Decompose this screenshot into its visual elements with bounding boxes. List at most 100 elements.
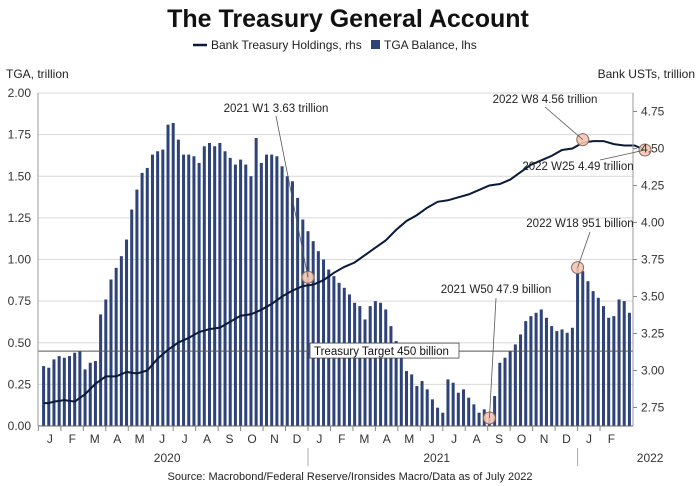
tga-bar: [254, 137, 258, 426]
month-label: M: [90, 432, 100, 446]
tga-bar: [213, 146, 217, 426]
source-note: Source: Macrobond/Federal Reserve/Ironsi…: [167, 471, 532, 483]
tga-bar: [228, 157, 232, 426]
tga-bar: [420, 381, 424, 426]
tga-bar: [425, 389, 429, 426]
legend: Bank Treasury Holdings, rhs TGA Balance,…: [193, 38, 477, 52]
left-axis-ticks: 0.00 0.25 0.50 0.75 1.00 1.25 1.50 1.75 2.00: [8, 86, 32, 433]
tga-bar: [612, 316, 616, 426]
tga-bar: [161, 149, 165, 427]
tga-bar: [363, 319, 367, 426]
tga-bar: [239, 159, 243, 426]
target-label: Treasury Target 450 billion: [314, 346, 449, 358]
tga-bar: [534, 312, 538, 426]
tga-bar: [410, 374, 414, 426]
left-tick-label: 0.50: [8, 336, 32, 350]
tga-bar: [192, 156, 196, 426]
right-tick-label: 2.75: [641, 401, 665, 415]
annotation-label: 2022 W18 951 billion: [526, 218, 633, 230]
tga-bar: [394, 341, 398, 426]
tga-bar: [565, 332, 569, 426]
annotations: 2021 W1 3.63 trillion 2022 W8 4.56 trilli…: [224, 94, 646, 419]
tga-bar: [52, 359, 56, 426]
target-label-box: [309, 342, 460, 359]
tga-bar: [462, 389, 466, 426]
tga-bar: [555, 331, 559, 426]
tga-bar: [576, 267, 580, 426]
tga-bar: [135, 189, 139, 426]
tga-bar: [182, 154, 186, 427]
tga-bar: [446, 379, 450, 426]
month-label: F: [338, 432, 345, 446]
tga-bar: [498, 362, 502, 426]
left-tick-label: 0.75: [8, 294, 32, 308]
month-label: N: [540, 432, 549, 446]
left-tick-label: 0.25: [8, 377, 32, 391]
tga-bar: [456, 392, 460, 426]
left-tick-label: 2.00: [8, 86, 32, 100]
right-tick-label: 4.50: [641, 142, 665, 156]
tga-bar: [202, 146, 206, 426]
tga-bar: [472, 404, 476, 426]
tga-bar: [503, 357, 507, 426]
tga-bar: [218, 142, 222, 426]
tga-bar: [57, 356, 61, 426]
right-tick-label: 4.75: [641, 105, 665, 119]
treasury-target-line: Treasury Target 450 billion: [38, 342, 633, 359]
month-label: J: [159, 432, 165, 446]
tga-bar: [176, 139, 180, 426]
tga-bar: [539, 309, 543, 426]
tga-bar: [353, 302, 357, 426]
year-label: 2020: [154, 451, 181, 465]
tga-bar: [508, 351, 512, 426]
right-tick-label: 3.50: [641, 290, 665, 304]
tga-bar: [145, 167, 149, 427]
month-label: O: [517, 432, 526, 446]
year-labels: 2020 2021 2022: [154, 448, 664, 466]
bank-holdings-path: [43, 140, 646, 405]
annotation-leader: [599, 149, 646, 161]
tga-bar: [68, 356, 72, 426]
tga-bar: [519, 334, 523, 426]
tga-bar: [596, 297, 600, 426]
month-label: F: [608, 432, 615, 446]
tga-bar: [114, 267, 118, 426]
annotation-label: 2022 W25 4.49 trillion: [522, 161, 633, 173]
month-label: O: [247, 432, 256, 446]
month-label: A: [473, 432, 481, 446]
tga-bar: [223, 151, 227, 426]
tga-bar: [99, 314, 103, 426]
tga-bar: [389, 326, 393, 426]
tga-bar: [622, 301, 626, 426]
tga-bar: [570, 327, 574, 426]
tga-bar: [171, 122, 175, 426]
bank-holdings-line: [43, 140, 646, 405]
tga-bar: [207, 142, 211, 426]
tga-bar: [296, 197, 300, 426]
tga-bar: [368, 306, 372, 426]
tga-bar: [560, 329, 564, 426]
right-tick-label: 4.25: [641, 179, 665, 193]
tga-bar: [617, 299, 621, 426]
tga-bar: [233, 164, 237, 426]
tga-bar: [62, 357, 66, 426]
year-label: 2021: [423, 451, 450, 465]
annotation-label: 2021 W1 3.63 trillion: [224, 103, 329, 115]
tga-bar: [88, 362, 92, 426]
right-axis-label: Bank USTs, trillion: [598, 67, 695, 81]
tga-bar: [249, 176, 253, 426]
left-tick-label: 1.75: [8, 128, 32, 142]
tga-bar: [358, 306, 362, 426]
tga-bar: [259, 162, 263, 426]
tga-bar: [265, 154, 269, 427]
month-label: A: [203, 432, 211, 446]
tga-bar: [399, 356, 403, 426]
year-label: 2022: [637, 451, 664, 465]
right-tick-label: 3.75: [641, 253, 665, 267]
right-tick-label: 3.00: [641, 364, 665, 378]
tga-bar: [244, 164, 248, 426]
month-label: J: [429, 432, 435, 446]
month-label: J: [316, 432, 322, 446]
tga-bar: [544, 317, 548, 426]
